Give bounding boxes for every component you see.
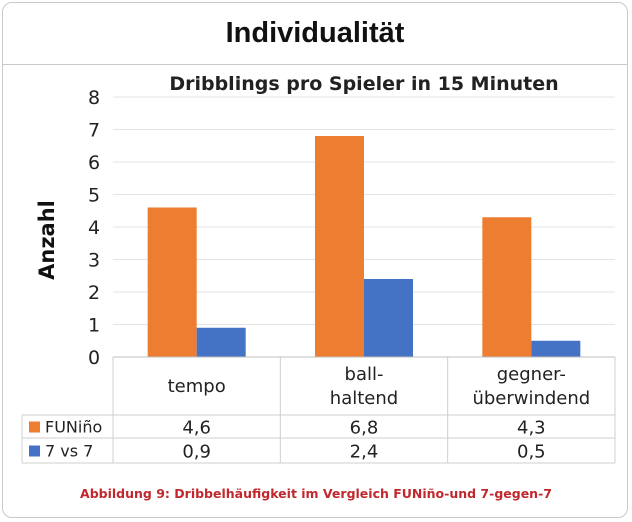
data-label: 4,3: [517, 418, 546, 439]
y-tick-label: 7: [88, 120, 100, 142]
y-tick-label: 6: [88, 152, 100, 174]
header-title: Individualität: [225, 16, 405, 49]
bar-funino-0: [147, 207, 197, 357]
header-bar: Individualität: [2, 2, 628, 65]
y-axis-label: Anzahl: [35, 200, 59, 280]
data-label: 4,6: [182, 418, 211, 439]
data-label: 0,9: [182, 442, 211, 463]
figure-caption: Abbildung 9: Dribbelhäufigkeit im Vergle…: [80, 486, 552, 501]
bar-7vs7-1: [364, 279, 413, 357]
data-label: 0,5: [517, 442, 546, 463]
legend-label: FUNiño: [45, 418, 102, 437]
data-label: 2,4: [350, 442, 379, 463]
y-tick-label: 2: [88, 282, 100, 304]
x-tick-label: überwindend: [472, 388, 590, 409]
x-tick-label: ball-: [345, 364, 384, 385]
y-tick-label: 1: [88, 315, 100, 337]
bar-funino-1: [315, 136, 364, 357]
bar-7vs7-0: [196, 327, 246, 357]
data-label: 6,8: [350, 418, 379, 439]
bar-7vs7-2: [531, 340, 581, 357]
legend-swatch: [29, 421, 40, 433]
x-tick-label: haltend: [330, 388, 398, 409]
y-tick-label: 5: [88, 185, 100, 207]
y-tick-label: 4: [88, 217, 100, 239]
y-tick-label: 3: [88, 250, 100, 272]
legend-swatch: [29, 445, 40, 457]
y-tick-label: 8: [88, 87, 100, 109]
bar-funino-2: [482, 217, 532, 357]
chart-title: Dribblings pro Spieler in 15 Minuten: [169, 73, 558, 95]
y-tick-label: 0: [88, 347, 100, 369]
legend-label: 7 vs 7: [45, 442, 93, 461]
x-tick-label: tempo: [168, 376, 226, 397]
x-tick-label: gegner-: [497, 364, 566, 385]
